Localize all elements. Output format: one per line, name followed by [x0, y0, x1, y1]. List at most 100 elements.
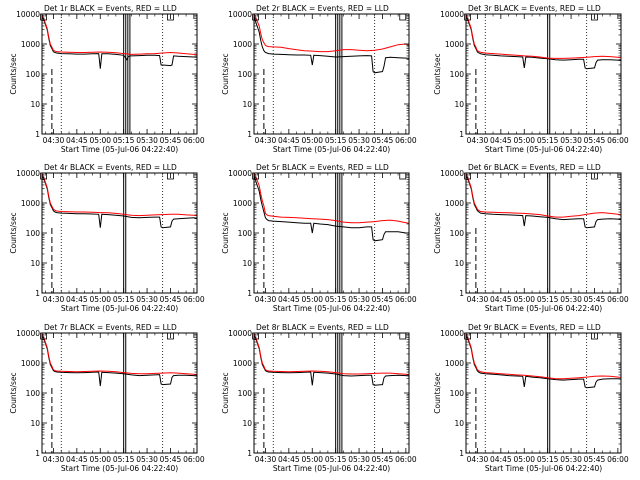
series-line-lld [42, 333, 197, 376]
y-tick-label: 10 [242, 259, 252, 268]
x-tick-label: 05:15 [325, 136, 347, 145]
x-tick-label: 04:30 [43, 455, 65, 464]
series-line-events [254, 334, 409, 386]
chart-title: Det 1r BLACK = Events, RED = LLD [44, 4, 177, 13]
series-line-lld [466, 333, 621, 380]
chart-title: Det 6r BLACK = Events, RED = LLD [468, 163, 601, 172]
y-tick-label: 10 [454, 419, 464, 428]
series-line-lld [254, 173, 409, 224]
x-tick-label: 06:00 [607, 455, 629, 464]
x-tick-label: 05:00 [513, 136, 535, 145]
y-tick-label: 1 [459, 289, 464, 298]
chart-panel-9: Det 9r BLACK = Events, RED = LLD 1 10 100 10… [433, 323, 629, 473]
x-axis-label: Start Time (05-Jul-06 04:22:40) [485, 464, 602, 473]
y-tick-label: 10 [242, 100, 252, 109]
y-axis-label: Counts/sec [433, 212, 442, 253]
x-tick-label: 06:00 [183, 136, 205, 145]
y-tick-label: 1 [247, 289, 252, 298]
plot-area [42, 14, 197, 134]
y-tick-label: 1000 [233, 359, 252, 368]
y-tick-label: 10000 [16, 329, 40, 338]
x-tick-label: 05:30 [136, 295, 158, 304]
plot-frame [465, 13, 622, 135]
y-axis-label: Counts/sec [433, 372, 442, 413]
series-line-lld [254, 14, 409, 53]
x-tick-label: 05:45 [584, 136, 606, 145]
chart-panel-5: Det 5r BLACK = Events, RED = LLD 1 10 100 10… [221, 163, 417, 313]
x-axis-label: Start Time (05-Jul-06 04:22:40) [273, 145, 390, 154]
y-tick-label: 1 [35, 449, 40, 458]
plot-area [254, 14, 409, 134]
x-axis-label: Start Time (05-Jul-06 04:22:40) [61, 304, 178, 313]
square-marker [399, 13, 407, 21]
x-tick-label: 05:30 [560, 455, 582, 464]
y-tick-label: 1000 [445, 40, 464, 49]
y-tick-label: 10000 [440, 169, 464, 178]
x-axis-label: Start Time (05-Jul-06 04:22:40) [61, 145, 178, 154]
square-marker [399, 172, 407, 180]
chart-panel-2: Det 2r BLACK = Events, RED = LLD 1 10 100 10… [221, 4, 417, 154]
x-tick-label: 05:30 [560, 295, 582, 304]
y-tick-label: 10000 [440, 10, 464, 19]
x-tick-label: 04:45 [278, 455, 300, 464]
chart-title: Det 3r BLACK = Events, RED = LLD [468, 4, 601, 13]
x-tick-label: 04:30 [255, 295, 277, 304]
y-tick-label: 1000 [21, 359, 40, 368]
chart-panel-1: Det 1r BLACK = Events, RED = LLD 1 10 100 10… [9, 4, 205, 154]
y-tick-label: 1 [459, 130, 464, 139]
chart-panel-7: Det 7r BLACK = Events, RED = LLD 1 10 100 10… [9, 323, 205, 473]
y-axis-label: Counts/sec [221, 372, 230, 413]
series-line-events [254, 15, 409, 74]
x-tick-label: 04:30 [467, 455, 489, 464]
y-axis-label: Counts/sec [9, 53, 18, 94]
plot-area [42, 333, 197, 453]
chart-title: Det 7r BLACK = Events, RED = LLD [44, 323, 177, 332]
y-tick-label: 100 [26, 229, 41, 238]
series-line-events [466, 174, 621, 229]
y-tick-label: 10000 [16, 169, 40, 178]
series-line-lld [42, 173, 197, 217]
y-tick-label: 100 [26, 389, 41, 398]
plot-area [466, 333, 621, 453]
x-tick-label: 05:30 [136, 455, 158, 464]
series-line-events [254, 174, 409, 242]
series-line-events [466, 15, 621, 70]
x-tick-label: 06:00 [183, 455, 205, 464]
x-tick-label: 05:00 [301, 455, 323, 464]
x-tick-label: 05:15 [537, 295, 559, 304]
plot-frame [41, 13, 198, 135]
y-tick-label: 10 [30, 259, 40, 268]
x-tick-label: 04:45 [490, 136, 512, 145]
x-tick-label: 04:45 [66, 136, 88, 145]
x-axis-label: Start Time (05-Jul-06 04:22:40) [61, 464, 178, 473]
series-line-events [42, 334, 197, 387]
y-tick-label: 1 [247, 449, 252, 458]
square-marker [399, 332, 407, 340]
y-tick-label: 1000 [21, 199, 40, 208]
plot-area [254, 333, 409, 453]
y-tick-label: 100 [450, 389, 465, 398]
x-tick-label: 04:30 [467, 295, 489, 304]
x-tick-label: 05:45 [160, 295, 182, 304]
y-tick-label: 100 [238, 70, 253, 79]
x-axis-label: Start Time (05-Jul-06 04:22:40) [273, 464, 390, 473]
x-tick-label: 05:45 [584, 455, 606, 464]
y-tick-label: 10 [30, 100, 40, 109]
y-tick-label: 1 [35, 130, 40, 139]
y-tick-label: 10000 [228, 329, 252, 338]
x-tick-label: 05:00 [513, 455, 535, 464]
x-tick-label: 04:45 [66, 455, 88, 464]
y-tick-label: 10000 [16, 10, 40, 19]
plot-area [42, 173, 197, 293]
x-tick-label: 05:15 [113, 295, 135, 304]
y-tick-label: 1 [247, 130, 252, 139]
x-tick-label: 05:45 [160, 455, 182, 464]
x-tick-label: 05:30 [136, 136, 158, 145]
chart-title: Det 2r BLACK = Events, RED = LLD [256, 4, 389, 13]
x-tick-label: 04:45 [278, 295, 300, 304]
series-line-lld [466, 14, 621, 59]
y-tick-label: 10000 [228, 169, 252, 178]
plot-frame [41, 332, 198, 454]
x-tick-label: 05:30 [348, 136, 370, 145]
plot-frame [465, 332, 622, 454]
